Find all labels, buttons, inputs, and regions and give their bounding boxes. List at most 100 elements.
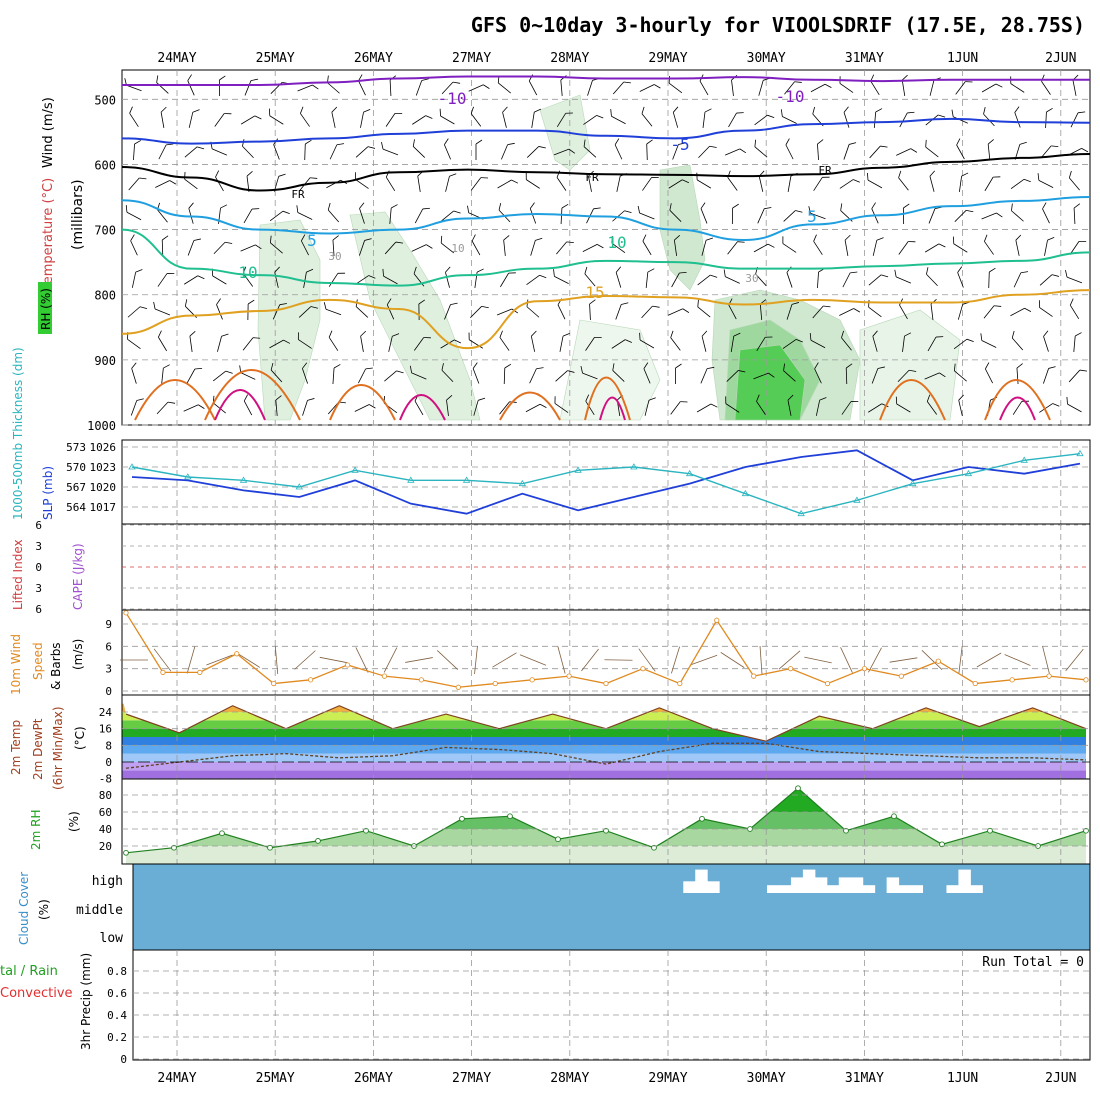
temperature-contour--10: [121, 75, 1090, 86]
wind-barb-staff: [530, 240, 536, 256]
thickness-marker: [908, 479, 917, 487]
wind-barb-flag: [421, 78, 429, 81]
wind-barb-flag: [621, 302, 629, 305]
wind-barb-staff: [503, 240, 506, 256]
wind10-barb-staff: [958, 646, 963, 674]
wind-barb: [269, 235, 283, 254]
wind-barb-staff: [899, 112, 908, 128]
wind-barb-flag: [364, 238, 372, 241]
wind-barb-staff: [1069, 305, 1080, 319]
wind10-barb-staff: [235, 652, 261, 668]
wind-barb: [644, 397, 656, 416]
wind-barb-flag: [615, 266, 622, 273]
wind10-barb: [804, 656, 832, 664]
wind-barb-staff: [326, 179, 341, 189]
wind10-barb: [958, 646, 963, 674]
wind-barb: [130, 234, 138, 256]
wind-barb: [213, 241, 233, 255]
wind-barb-flag: [670, 330, 674, 338]
wind-barb: [582, 244, 604, 252]
wind-barb-flag: [813, 234, 817, 242]
wind-barb-flag: [785, 138, 790, 146]
wind-barb-staff: [926, 401, 938, 415]
wind-barb-flag: [867, 172, 869, 181]
wind-barb-staff: [297, 84, 313, 92]
wind10-barb-staff: [638, 648, 656, 672]
wind10-barb-staff: [778, 650, 801, 670]
wind-barb: [731, 203, 739, 225]
rh-marker: [219, 830, 225, 837]
wind-barb: [615, 302, 629, 320]
y-axis-label-cloud: Cloud Cover: [17, 872, 31, 945]
wind-barb-staff: [557, 304, 566, 320]
wind-barb-staff: [441, 210, 454, 222]
wind-barb-staff: [415, 80, 423, 96]
wind-barb-flag: [814, 362, 819, 369]
wind10-speed-marker: [455, 684, 461, 690]
wind-barb-flag: [446, 395, 453, 401]
wind-barb: [218, 75, 226, 97]
wind-barb-staff: [446, 400, 449, 416]
wind-barb: [445, 266, 451, 288]
wind-barb-staff: [184, 178, 198, 190]
wind-barb: [526, 274, 547, 286]
wind-barb-flag: [439, 108, 441, 117]
lifted-tick-label: 3: [35, 582, 42, 595]
wind-barb: [331, 106, 338, 128]
wind-barb-flag: [246, 171, 253, 177]
date-label-bottom: 31MAY: [845, 1071, 884, 1086]
wind-barb: [499, 330, 510, 351]
wind-barb-flag: [534, 108, 541, 113]
wind-barb: [158, 143, 174, 160]
slp-tick-label: 1023: [90, 461, 117, 474]
wind-barb: [868, 299, 882, 318]
wind10-speed-marker: [566, 673, 572, 679]
wind-barb-staff: [496, 308, 513, 316]
wind-barb-staff: [1014, 112, 1021, 128]
wind10-speed-marker: [197, 669, 203, 675]
y-axis-label-rain: tal / Rain: [0, 964, 58, 979]
low-level-contour: [984, 379, 1051, 421]
y-axis-label-minmax: (6hr Min/Max): [51, 707, 65, 791]
wind-barb-flag: [993, 176, 1001, 178]
temp-color-band: [122, 728, 1086, 737]
wind-barb: [300, 106, 310, 127]
wind10-barb: [1042, 646, 1050, 674]
wind-barb: [296, 205, 313, 220]
thickness-marker: [1076, 449, 1084, 457]
wind-barb-flag: [875, 108, 883, 113]
wind-barb-staff: [188, 112, 194, 128]
wind-barb: [955, 81, 973, 95]
wind-barb-flag: [737, 241, 745, 243]
wind10-barb-staff: [1004, 654, 1031, 666]
wind-barb-staff: [988, 271, 990, 289]
wind-barb-staff: [470, 113, 482, 127]
wind-barb: [215, 170, 224, 192]
wind-barb-flag: [840, 203, 843, 211]
wind-barb-staff: [583, 146, 597, 158]
wind-barb-flag: [939, 372, 946, 378]
cloud-high-bar: [946, 885, 959, 893]
wind-barb-flag: [732, 203, 739, 209]
wind-barb-flag: [651, 177, 659, 179]
thickness-line: [131, 452, 1081, 515]
wind-barb: [1069, 240, 1087, 255]
thickness-frame: [121, 439, 1091, 525]
wind-barb-flag: [764, 207, 772, 210]
wind-barb-flag: [623, 81, 631, 84]
rh-marker: [555, 836, 561, 843]
wind-barb-flag: [877, 366, 885, 369]
wind-barb-flag: [255, 244, 262, 250]
wind-barb-flag: [426, 244, 433, 249]
wind-barb-flag: [611, 236, 613, 244]
date-label-top: 26MAY: [354, 51, 393, 66]
wind10-barb-staff: [274, 646, 279, 674]
wind-barb-staff: [389, 207, 392, 225]
wind-barb-staff: [955, 81, 966, 95]
wind-barb: [1043, 366, 1056, 384]
wind10-speed-marker: [861, 666, 868, 672]
wind10-barb: [355, 647, 369, 673]
wind-barb: [529, 367, 544, 384]
wind-barb-staff: [302, 400, 308, 416]
wind-barb: [1073, 203, 1081, 225]
